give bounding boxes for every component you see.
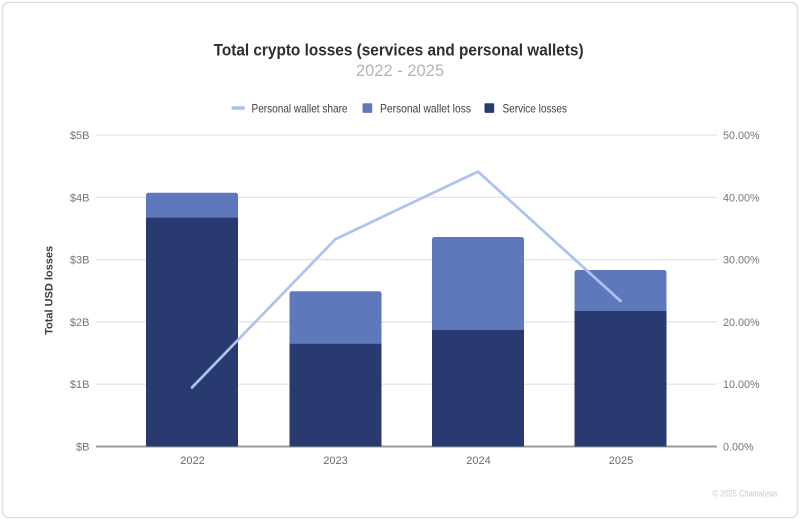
svg-text:Total USD losses: Total USD losses [44,246,56,335]
svg-text:Personal wallet share: Personal wallet share [252,101,348,115]
svg-text:10.00%: 10.00% [723,379,760,391]
svg-text:2025: 2025 [609,455,633,467]
svg-text:$3B: $3B [70,255,90,267]
svg-text:20.00%: 20.00% [723,317,760,329]
svg-text:$4B: $4B [70,192,90,204]
svg-text:© 2025 Chainalysis: © 2025 Chainalysis [713,489,778,500]
svg-text:2024: 2024 [466,455,490,467]
svg-text:30.00%: 30.00% [723,255,760,267]
svg-text:$1B: $1B [70,379,90,391]
svg-text:0.00%: 0.00% [723,442,754,454]
svg-text:Total crypto losses (services: Total crypto losses (services and person… [214,41,584,60]
svg-text:$B: $B [76,442,89,454]
svg-text:50.00%: 50.00% [723,130,760,142]
svg-text:Service losses: Service losses [503,101,568,115]
svg-text:2023: 2023 [323,455,347,467]
svg-text:40.00%: 40.00% [723,192,760,204]
svg-text:2022 - 2025: 2022 - 2025 [356,62,444,80]
svg-text:$2B: $2B [70,317,90,329]
svg-text:$5B: $5B [70,130,90,142]
svg-text:Personal wallet loss: Personal wallet loss [380,101,471,115]
svg-text:2022: 2022 [180,455,204,467]
